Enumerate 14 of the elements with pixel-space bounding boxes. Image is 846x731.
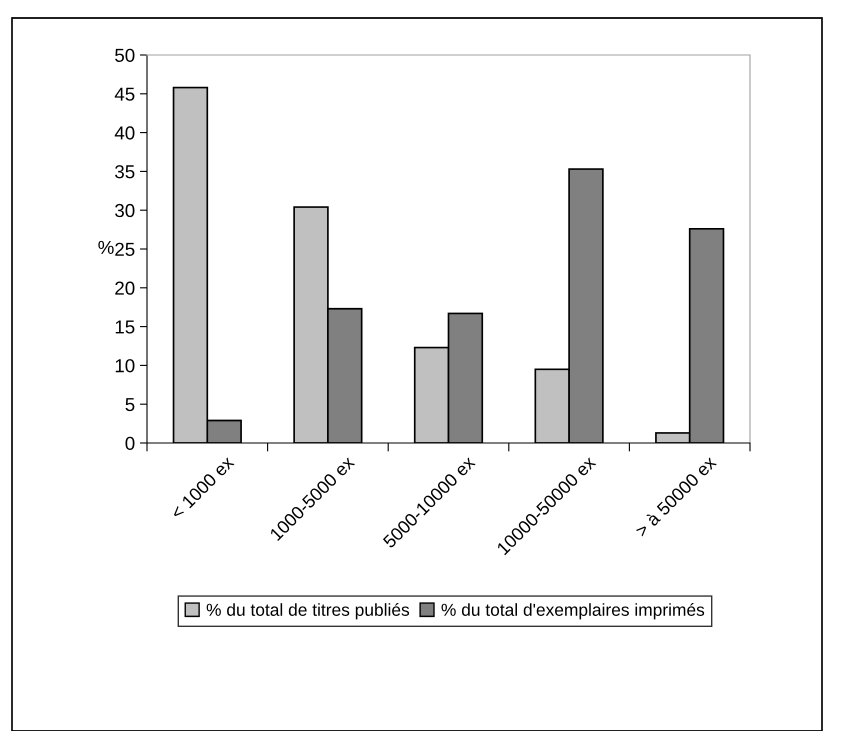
y-tick-label: 20 [115, 282, 134, 295]
y-tick-label: 35 [115, 165, 134, 178]
legend-label: % du total de titres publiés [206, 602, 410, 620]
y-tick-label: 15 [116, 320, 134, 334]
y-tick-label: 45 [114, 88, 134, 101]
y-axis-title: % [98, 240, 114, 254]
y-tick-label: 40 [114, 126, 134, 140]
y-tick-label: 25 [115, 242, 134, 256]
y-tick-label: 5 [126, 398, 134, 412]
legend-label: % du total d'exemplaires imprimés [442, 602, 704, 620]
y-tick-label: 30 [115, 204, 134, 218]
y-tick-label: 0 [126, 436, 134, 450]
y-tick-label: 50 [115, 48, 134, 62]
y-tick-label: 10 [116, 359, 134, 372]
